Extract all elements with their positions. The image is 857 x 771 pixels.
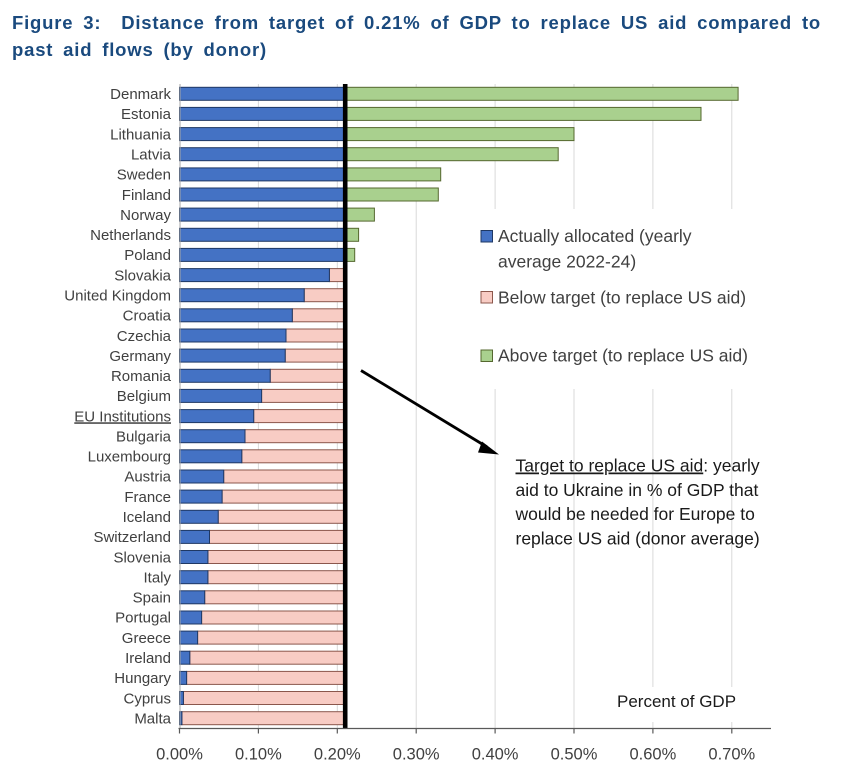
svg-text:would be needed for Europe to: would be needed for Europe to: [515, 504, 755, 524]
svg-text:average 2022-24): average 2022-24): [498, 251, 636, 271]
svg-text:Latvia: Latvia: [131, 147, 172, 164]
svg-text:Ireland: Ireland: [125, 650, 171, 667]
svg-text:Austria: Austria: [124, 469, 171, 486]
svg-text:Italy: Italy: [143, 569, 171, 586]
svg-text:Luxembourg: Luxembourg: [88, 449, 171, 466]
svg-text:Lithuania: Lithuania: [110, 126, 172, 143]
svg-text:Malta: Malta: [134, 710, 171, 727]
svg-text:Portugal: Portugal: [115, 610, 171, 627]
svg-text:Czechia: Czechia: [117, 328, 172, 345]
svg-text:Actually allocated (yearly: Actually allocated (yearly: [498, 226, 692, 246]
svg-text:Denmark: Denmark: [110, 86, 171, 103]
svg-text:Greece: Greece: [122, 630, 171, 647]
svg-text:0.70%: 0.70%: [708, 746, 755, 764]
svg-text:0.50%: 0.50%: [551, 746, 598, 764]
svg-text:replace US aid (donor average): replace US aid (donor average): [516, 529, 760, 549]
svg-text:0.00%: 0.00%: [156, 746, 203, 764]
svg-text:Switzerland: Switzerland: [93, 529, 171, 546]
svg-text:0.20%: 0.20%: [314, 746, 361, 764]
svg-text:Bulgaria: Bulgaria: [116, 429, 172, 446]
svg-text:Slovakia: Slovakia: [114, 267, 171, 284]
svg-text:Norway: Norway: [120, 207, 171, 224]
svg-text:Sweden: Sweden: [117, 167, 171, 184]
svg-text:0.40%: 0.40%: [472, 746, 519, 764]
svg-text:Netherlands: Netherlands: [90, 227, 171, 244]
svg-text:Romania: Romania: [111, 368, 172, 385]
svg-text:United Kingdom: United Kingdom: [64, 288, 171, 305]
svg-text:Cyprus: Cyprus: [123, 690, 171, 707]
svg-text:Belgium: Belgium: [117, 388, 171, 405]
svg-text:0.30%: 0.30%: [393, 746, 440, 764]
svg-text:Above target (to replace US ai: Above target (to replace US aid): [498, 346, 748, 366]
svg-text:Slovenia: Slovenia: [113, 549, 171, 566]
svg-text:EU Institutions: EU Institutions: [74, 408, 171, 425]
svg-text:Hungary: Hungary: [114, 670, 171, 687]
svg-text:Spain: Spain: [133, 590, 171, 607]
svg-text:Below target (to replace US ai: Below target (to replace US aid): [498, 288, 746, 308]
svg-text:Percent of GDP: Percent of GDP: [617, 692, 736, 711]
svg-text:Iceland: Iceland: [123, 509, 171, 526]
svg-text:0.60%: 0.60%: [630, 746, 677, 764]
svg-text:Target to replace US aid: year: Target to replace US aid: yearly: [516, 456, 760, 476]
svg-text:Finland: Finland: [122, 187, 171, 204]
svg-text:France: France: [124, 489, 171, 506]
svg-text:Estonia: Estonia: [121, 106, 172, 123]
svg-text:aid to Ukraine in % of GDP tha: aid to Ukraine in % of GDP that: [516, 480, 759, 500]
svg-text:Croatia: Croatia: [123, 308, 172, 325]
svg-text:Germany: Germany: [109, 348, 171, 365]
svg-text:0.10%: 0.10%: [235, 746, 282, 764]
svg-text:Poland: Poland: [124, 247, 171, 264]
